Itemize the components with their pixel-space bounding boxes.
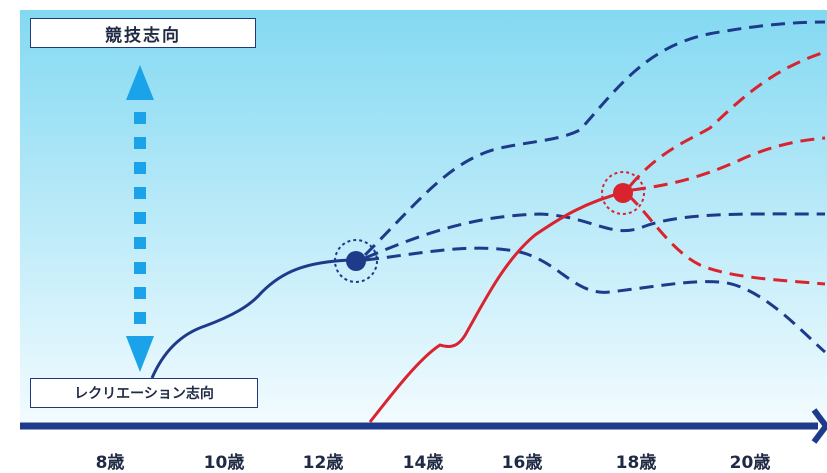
arrow-head-up (126, 65, 154, 100)
branch-red-mid (631, 136, 826, 192)
age-label-14: 14歳 (402, 453, 444, 473)
branch-point-12-ring (334, 239, 378, 283)
branch-navy-top (363, 20, 826, 257)
branch-point-18 (613, 183, 633, 203)
branch-red-low (626, 193, 826, 286)
recreational-orientation-label: レクリエーション志向 (30, 378, 258, 408)
age-axis (20, 408, 827, 444)
late-start-branches (626, 50, 826, 286)
youth-branches (363, 20, 826, 354)
branch-point-12 (346, 251, 366, 271)
age-label-8: 8歳 (95, 453, 125, 473)
branch-navy-low (364, 246, 826, 354)
orientation-arrow (126, 65, 154, 372)
competitive-orientation-label: 競技志向 (30, 18, 256, 48)
age-label-18: 18歳 (615, 453, 657, 473)
age-label-10: 10歳 (203, 453, 245, 473)
arrow-head-down (126, 336, 154, 372)
branch-red-top (628, 50, 826, 187)
late-start-path-solid (368, 190, 626, 423)
age-label-20: 20歳 (729, 453, 771, 473)
youth-path-solid (150, 258, 351, 379)
branch-point-18-ring (601, 171, 645, 215)
age-label-12: 12歳 (302, 453, 344, 473)
age-label-16: 16歳 (501, 453, 543, 473)
